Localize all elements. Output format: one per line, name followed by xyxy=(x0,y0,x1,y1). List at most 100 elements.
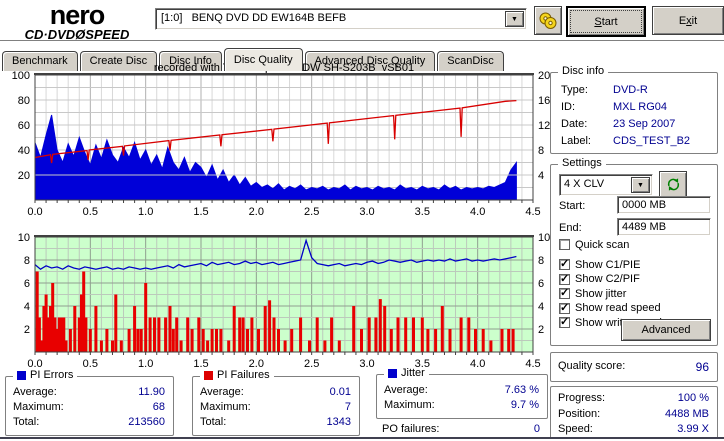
svg-text:4: 4 xyxy=(538,301,544,313)
svg-text:8: 8 xyxy=(538,145,544,157)
scan-speed-select[interactable]: 4 X CLV ▼ xyxy=(559,174,653,196)
series-pi-failures xyxy=(35,271,515,353)
checkbox-icon[interactable] xyxy=(559,239,570,250)
progress-row-progress-: Progress: 100 % xyxy=(558,392,709,404)
legend-color-swatch xyxy=(204,370,213,380)
start-mb-label: Start: xyxy=(559,200,586,212)
disc-info-row-label-: Label: CDS_TEST_B2 xyxy=(561,135,691,147)
eject-disc-button[interactable] xyxy=(534,6,562,35)
svg-text:0.0: 0.0 xyxy=(27,206,42,218)
tab-advanced-disc-quality[interactable]: Advanced Disc Quality xyxy=(304,51,436,71)
tab-benchmark[interactable]: Benchmark xyxy=(2,51,78,71)
stat-legend-jitter: Jitter xyxy=(384,367,429,379)
start-mb-field[interactable]: 0000 MB xyxy=(617,196,711,214)
tab-scandisc[interactable]: ScanDisc xyxy=(437,51,504,71)
checkbox-show-read-speed[interactable]: Show read speed xyxy=(559,301,661,315)
svg-text:2: 2 xyxy=(24,324,30,336)
exit-button-label: Exit xyxy=(678,14,698,27)
svg-text:2: 2 xyxy=(538,324,544,336)
svg-text:4.5: 4.5 xyxy=(525,358,540,370)
po-failures-value: 0 xyxy=(533,423,540,435)
checkbox-icon[interactable] xyxy=(559,315,570,328)
progress-row-position-: Position: 4488 MB xyxy=(558,407,709,420)
chevron-down-icon[interactable]: ▼ xyxy=(631,177,650,193)
stat-row-total-: Total: 1343 xyxy=(200,416,351,428)
svg-text:0.5: 0.5 xyxy=(83,206,98,218)
svg-text:1.0: 1.0 xyxy=(138,358,153,370)
po-failures-row: PO failures: 0 xyxy=(382,423,540,435)
svg-text:3.5: 3.5 xyxy=(415,206,430,218)
svg-text:20: 20 xyxy=(18,170,30,182)
svg-text:12: 12 xyxy=(538,120,550,132)
stat-row-average-: Average: 0.01 xyxy=(200,386,351,398)
refresh-icon xyxy=(667,178,679,191)
stat-box-pi-errors: PI Errors Average: 11.90 Maximum: 68 Total: 21… xyxy=(5,369,174,436)
drive-select[interactable]: [1:0] BENQ DVD DD EW164B BEFB ▼ xyxy=(155,8,527,30)
stat-row-maximum-: Maximum: 68 xyxy=(13,401,165,413)
legend-color-swatch xyxy=(388,368,397,378)
svg-text:6: 6 xyxy=(24,278,30,290)
window-bottom-edge xyxy=(0,437,724,439)
checkbox-quick-scan[interactable]: Quick scan xyxy=(559,238,629,251)
svg-text:2.0: 2.0 xyxy=(249,358,264,370)
stat-box-pi-failures: PI Failures Average: 0.01 Maximum: 7 Total: 13… xyxy=(192,369,360,436)
svg-text:6: 6 xyxy=(538,278,544,290)
scan-speed-value: 4 X CLV xyxy=(564,178,605,190)
svg-text:100: 100 xyxy=(12,70,30,82)
quality-score-label: Quality score: xyxy=(558,360,626,372)
checkbox-icon[interactable] xyxy=(559,257,570,270)
series-write-speed xyxy=(34,99,517,164)
svg-text:1.5: 1.5 xyxy=(193,206,208,218)
svg-text:2.0: 2.0 xyxy=(249,206,264,218)
stat-box-jitter: Jitter Average: 7.63 % Maximum: 9.7 % xyxy=(376,367,548,419)
svg-text:80: 80 xyxy=(18,95,30,107)
quality-score-value: 96 xyxy=(695,360,709,374)
end-mb-field[interactable]: 4489 MB xyxy=(617,218,711,236)
checkbox-show-c1-pie[interactable]: Show C1/PIE xyxy=(559,257,640,271)
svg-text:16: 16 xyxy=(538,95,550,107)
disc-info-row-id-: ID: MXL RG04 xyxy=(561,101,668,113)
pie-write-speed-chart: 100 80 60 40 20 20 16 12 8 4 0.0 0.5 1.0 1.5 2.0 2.5 3.0… xyxy=(12,70,551,218)
svg-text:0.0: 0.0 xyxy=(27,358,42,370)
start-button-label: Start xyxy=(594,15,618,28)
chevron-down-icon[interactable]: ▼ xyxy=(505,11,524,27)
stat-row-maximum-: Maximum: 7 xyxy=(200,401,351,413)
start-button[interactable]: Start xyxy=(566,6,646,37)
tab-disc-quality[interactable]: Disc Quality xyxy=(223,48,303,71)
checkbox-icon[interactable] xyxy=(559,301,570,314)
checkbox-show-jitter[interactable]: Show jitter xyxy=(559,286,626,300)
end-mb-label: End: xyxy=(559,222,582,234)
tab-disc-info[interactable]: Disc Info xyxy=(159,51,222,71)
svg-text:60: 60 xyxy=(18,120,30,132)
svg-text:4.5: 4.5 xyxy=(525,206,540,218)
svg-text:1.5: 1.5 xyxy=(193,358,208,370)
stat-row-total-: Total: 213560 xyxy=(13,416,165,428)
stat-row-average-: Average: 11.90 xyxy=(13,386,165,398)
svg-text:2.5: 2.5 xyxy=(304,206,319,218)
advanced-button[interactable]: Advanced xyxy=(621,319,711,341)
tab-create-disc[interactable]: Create Disc xyxy=(79,51,158,71)
checkbox-show-c2-pif[interactable]: Show C2/PIF xyxy=(559,272,640,286)
stat-row-average-: Average: 7.63 % xyxy=(384,384,539,396)
stat-row-maximum-: Maximum: 9.7 % xyxy=(384,399,539,411)
svg-text:3.0: 3.0 xyxy=(359,206,374,218)
settings-group: Settings 4 X CLV ▼ Start: 0000 MB End: 4… xyxy=(550,157,718,346)
svg-text:40: 40 xyxy=(18,145,30,157)
stat-legend-pi-errors: PI Errors xyxy=(13,369,78,381)
series-pi-errors xyxy=(34,114,517,201)
series-jitter xyxy=(34,238,517,270)
tab-strip: Benchmark Create Disc Disc Info Disc Qualit… xyxy=(2,48,506,71)
toolbar-separator xyxy=(0,40,724,42)
progress-row-speed-: Speed: 3.99 X xyxy=(558,423,709,435)
stat-legend-pi-failures: PI Failures xyxy=(200,369,274,381)
svg-text:8: 8 xyxy=(24,255,30,267)
legend-color-swatch xyxy=(17,370,26,380)
refresh-button[interactable] xyxy=(659,171,687,198)
drive-select-value: [1:0] BENQ DVD DD EW164B BEFB xyxy=(161,12,347,24)
discs-icon xyxy=(539,12,557,29)
checkbox-icon[interactable] xyxy=(559,272,570,285)
exit-button[interactable]: Exit xyxy=(652,6,724,35)
checkbox-icon[interactable] xyxy=(559,286,570,299)
